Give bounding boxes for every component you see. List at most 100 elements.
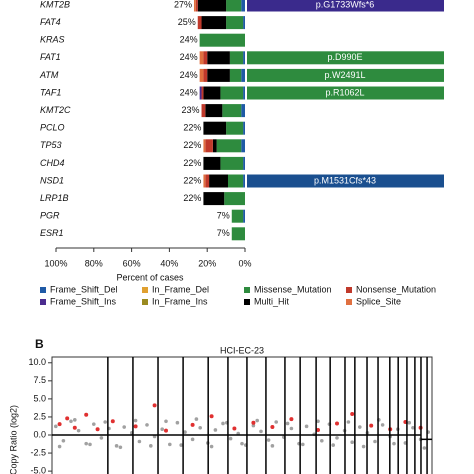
legend-label: Frame_Shift_Ins — [50, 296, 117, 306]
bin-point — [114, 444, 119, 448]
hit-point — [335, 421, 339, 426]
x-tick-label: 80% — [85, 258, 103, 268]
value-label: 27% — [174, 0, 192, 9]
bin-point — [422, 446, 427, 450]
bar-segment — [195, 0, 198, 12]
legend-swatch — [346, 299, 352, 305]
bin-point — [380, 423, 385, 427]
bin-point — [103, 420, 107, 424]
value-label: 24% — [180, 52, 198, 62]
bar-segment — [243, 51, 245, 65]
bar-segment — [241, 104, 245, 118]
gene-label: LRP1B — [40, 193, 69, 203]
bar-segment — [241, 139, 245, 153]
bin-point — [149, 444, 153, 448]
mutation-box — [247, 51, 444, 65]
y-tick-label: 5.0 — [33, 393, 46, 403]
bar-segment — [222, 104, 242, 118]
legend-label: Splice_Site — [356, 296, 401, 306]
value-label: 25% — [178, 17, 196, 27]
bin-point — [133, 418, 138, 423]
legend-swatch — [244, 287, 250, 293]
y-tick-label: 10.0 — [28, 357, 46, 367]
bar-segment — [216, 139, 242, 153]
bar-segment — [231, 227, 245, 241]
bin-point — [240, 441, 244, 446]
bin-point — [358, 425, 362, 429]
legend-label: In_Frame_Del — [152, 284, 209, 294]
bar-segment — [243, 209, 245, 223]
bar-segment — [203, 51, 208, 65]
hit-point — [270, 425, 275, 430]
bin-point — [164, 419, 168, 424]
bar-segment — [203, 156, 221, 170]
x-tick-label: 40% — [160, 258, 178, 268]
x-tick-label: 100% — [44, 258, 67, 268]
y-tick-label: 7.5 — [33, 375, 46, 385]
bar-segment — [243, 16, 245, 30]
hit-point — [251, 420, 256, 425]
bar-segment — [203, 174, 206, 188]
bar-segment — [203, 139, 206, 153]
bar-segment — [243, 156, 245, 170]
mutation-box — [247, 68, 444, 82]
bar-segment — [227, 174, 244, 188]
bin-point — [69, 419, 73, 424]
hit-point — [289, 417, 294, 422]
bin-point — [411, 425, 415, 430]
value-label: 24% — [180, 70, 198, 80]
bar-segment — [203, 86, 221, 100]
value-label: 22% — [183, 175, 201, 185]
gene-label: KMT2B — [40, 0, 70, 9]
bar-segment — [199, 33, 245, 47]
bin-point — [285, 421, 290, 426]
bar-segment — [207, 68, 230, 82]
bin-point — [54, 424, 58, 429]
bar-segment — [205, 139, 213, 153]
bar-segment — [203, 121, 227, 135]
bin-point — [266, 438, 271, 442]
panel-label: B — [35, 337, 44, 351]
gene-label: FAT1 — [40, 52, 61, 62]
bin-point — [175, 420, 180, 425]
legend-swatch — [40, 287, 46, 293]
hit-point — [190, 422, 195, 427]
legend-label: Frame_Shift_Del — [50, 284, 118, 294]
value-label: 24% — [180, 35, 198, 45]
bin-point — [84, 441, 88, 446]
bin-point — [350, 440, 355, 445]
legend-label: Multi_Hit — [254, 296, 290, 306]
gene-label: KRAS — [40, 35, 65, 45]
bin-point — [304, 424, 309, 429]
legend-label: In_Frame_Ins — [152, 296, 208, 306]
legend-swatch — [346, 287, 352, 293]
bin-point — [160, 427, 164, 432]
legend-swatch — [142, 287, 148, 293]
bin-point — [179, 443, 183, 447]
x-tick-label: 60% — [123, 258, 141, 268]
bar-segment — [201, 16, 227, 30]
value-label: 7% — [217, 211, 230, 221]
bin-point — [289, 426, 294, 431]
bar-segment — [193, 0, 196, 12]
legend-label: Nonsense_Mutation — [356, 284, 436, 294]
mutation-box — [247, 86, 444, 100]
bar-segment — [241, 0, 245, 12]
legend-swatch — [142, 299, 148, 305]
value-label: 23% — [182, 105, 200, 115]
bin-point — [255, 418, 259, 423]
bar-segment — [207, 51, 230, 65]
bar-segment — [201, 104, 206, 118]
hit-point — [209, 414, 214, 419]
legend-label: Missense_Mutation — [254, 284, 332, 294]
mutation-box — [247, 0, 444, 12]
gene-label: TP53 — [40, 140, 62, 150]
bar-segment — [199, 51, 204, 65]
bin-point — [392, 441, 396, 446]
bin-point — [209, 444, 214, 449]
legend-swatch — [40, 299, 46, 305]
gene-label: PCLO — [40, 123, 65, 133]
y-tick-label: 0.0 — [33, 429, 46, 439]
bar-segment — [199, 68, 204, 82]
